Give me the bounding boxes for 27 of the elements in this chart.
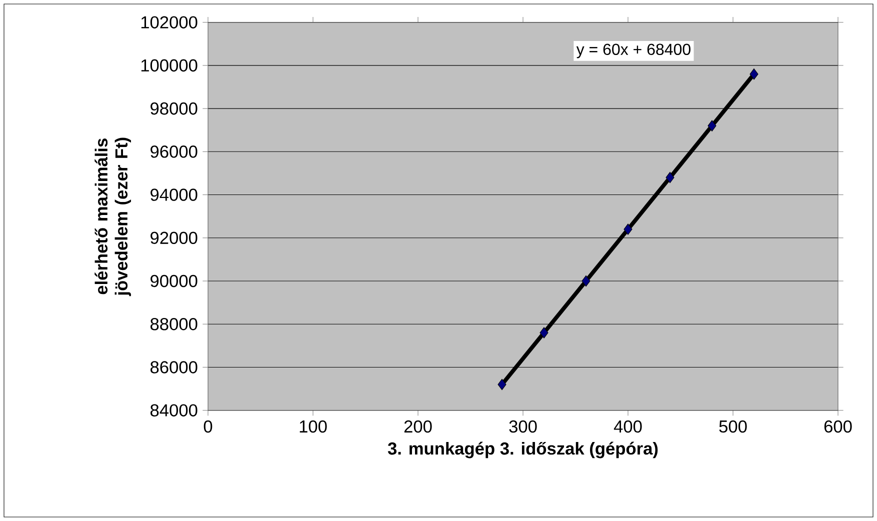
x-axis-title: 3. munkagép 3. időszak (gépóra) (388, 442, 658, 458)
y-tick-label: 98000 (150, 102, 198, 115)
point (666, 172, 674, 184)
y-axis-title: elérhető maximális jövedelem (ezer Ft) (94, 138, 131, 296)
y-tick-label: 88000 (150, 318, 198, 330)
x-tick-label: 400 (614, 420, 642, 433)
y-tick-label: 94000 (150, 188, 198, 201)
y-tick-label: 90000 (150, 274, 198, 288)
point (750, 68, 758, 80)
y-tick-label: 86000 (150, 361, 198, 374)
x-tick-label: 200 (404, 420, 432, 433)
point (624, 224, 632, 235)
x-tick-label: 300 (509, 420, 537, 433)
y-tick-label: 84000 (150, 404, 198, 416)
annotation: y = 60x + 68400 (576, 44, 690, 58)
y-tick-label: 96000 (150, 146, 198, 158)
x-tick-label: 0 (204, 420, 212, 433)
point (582, 275, 590, 287)
point (708, 120, 716, 132)
x-tick-label: 600 (824, 420, 852, 433)
x-tick-label: 100 (300, 420, 327, 433)
y-tick-label: 100000 (141, 59, 198, 72)
point (540, 327, 548, 338)
x-tick-label: 500 (719, 420, 747, 433)
y-tick-label: 92000 (150, 232, 198, 244)
point (498, 378, 506, 390)
y-tick-label: 102000 (141, 16, 198, 28)
